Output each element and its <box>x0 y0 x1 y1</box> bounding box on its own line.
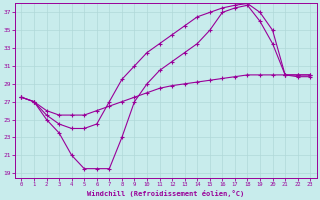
X-axis label: Windchill (Refroidissement éolien,°C): Windchill (Refroidissement éolien,°C) <box>87 190 244 197</box>
